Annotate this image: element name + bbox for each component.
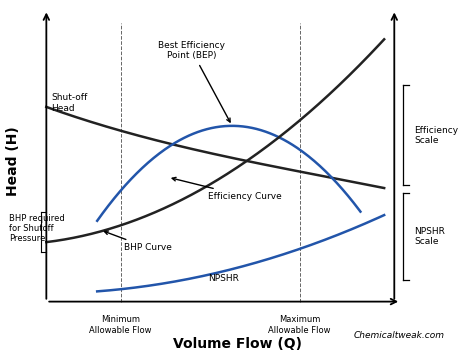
Text: Head (H): Head (H) — [6, 126, 19, 196]
Text: BHP Curve: BHP Curve — [104, 231, 172, 252]
Text: Best Efficiency
Point (BEP): Best Efficiency Point (BEP) — [158, 41, 230, 122]
Text: Minimum
Allowable Flow: Minimum Allowable Flow — [90, 315, 152, 334]
Text: Shut-off
Head: Shut-off Head — [51, 93, 88, 113]
X-axis label: Volume Flow (Q): Volume Flow (Q) — [173, 337, 302, 351]
Text: Efficiency Curve: Efficiency Curve — [172, 178, 282, 201]
Text: NPSHR
Scale: NPSHR Scale — [415, 227, 446, 246]
Text: NPSHR: NPSHR — [209, 274, 239, 283]
Text: BHP required
for Shutoff
Pressure: BHP required for Shutoff Pressure — [9, 214, 65, 244]
Text: Maximum
Allowable Flow: Maximum Allowable Flow — [268, 315, 331, 334]
Text: Chemicaltweak.com: Chemicaltweak.com — [354, 331, 445, 340]
Text: Efficiency
Scale: Efficiency Scale — [415, 126, 459, 145]
